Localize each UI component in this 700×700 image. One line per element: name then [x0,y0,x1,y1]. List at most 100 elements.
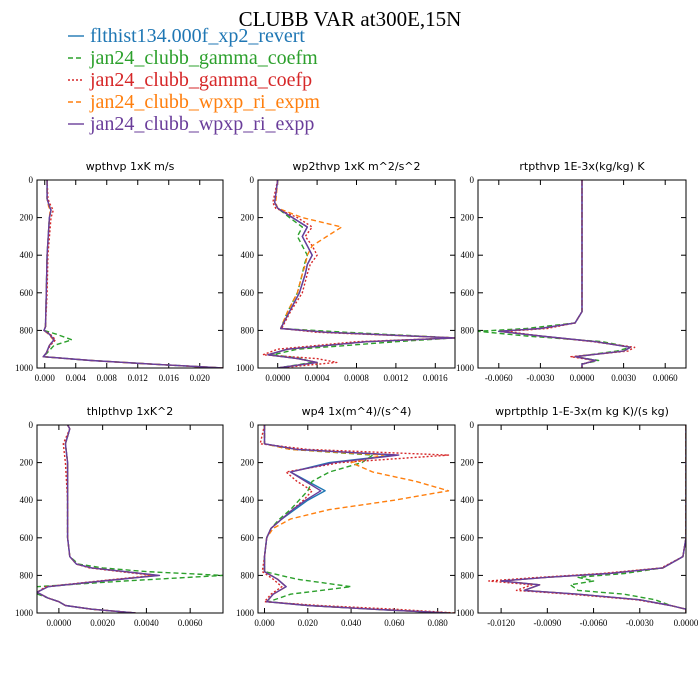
legend-label: jan24_clubb_wpxp_ri_expm [89,91,320,113]
series-line [263,425,449,613]
y-tick-label: 600 [241,533,255,543]
panel-frame [257,179,456,369]
y-tick-label: 400 [20,250,34,260]
x-tick-label: 0.080 [428,618,449,628]
series-line [505,180,636,368]
panel-frame [36,179,224,369]
x-tick-label: 0.0012 [384,373,409,383]
legend-label: jan24_clubb_wpxp_ri_expp [89,113,314,135]
panel-title: thlpthvp 1xK^2 [87,405,174,418]
panel-frame [257,424,456,614]
series-line [37,425,154,613]
series-line [569,425,686,613]
series-line [488,425,686,613]
y-tick-label: 400 [241,250,255,260]
y-tick-label: 0 [29,175,34,185]
series-line [262,180,455,368]
panel-title: wpthvp 1xK m/s [86,160,175,173]
x-tick-label: 0.0020 [90,618,115,628]
panel-4: thlpthvp 1xK^2 0 200 400 600 800 1000 0.0000 0.0… [15,405,224,628]
x-tick-label: -0.0060 [580,618,608,628]
y-tick-label: 600 [461,288,475,298]
x-tick-label: 0.040 [341,618,362,628]
series-group [42,180,223,368]
legend-label: jan24_clubb_gamma_coefm [89,47,318,69]
panel-title: wp4 1x(m^4)/(s^4) [302,405,412,418]
y-tick-label: 400 [20,495,34,505]
x-tick-label: 0.0000 [570,373,595,383]
y-tick-label: 0 [250,420,255,430]
series-group [262,180,455,368]
series-group [259,425,455,613]
x-tick-label: 0.0000 [265,373,290,383]
x-tick-label: 0.012 [128,373,148,383]
legend-label: jan24_clubb_gamma_coefp [89,69,312,91]
y-tick-label: 200 [461,213,475,223]
x-tick-label: 0.000 [35,373,56,383]
y-tick-label: 1000 [15,608,34,618]
x-tick-label: 0.0000 [47,618,72,628]
y-tick-label: 200 [20,213,34,223]
x-tick-label: -0.0060 [485,373,513,383]
series-line [37,425,223,613]
y-tick-label: 1000 [456,608,475,618]
legend-label: flthist134.000f_xp2_revert [90,25,305,47]
figure-title: CLUBB VAR at300E,15N [239,7,462,31]
panel-frame [477,179,687,369]
y-tick-label: 200 [20,458,34,468]
y-tick-label: 400 [241,495,255,505]
series-line [272,180,455,368]
y-tick-label: 800 [241,570,255,580]
series-group [488,425,686,613]
x-tick-label: 0.0060 [178,618,203,628]
x-tick-label: 0.020 [190,373,211,383]
y-tick-label: 200 [241,213,255,223]
panel-2: wp2thvp 1xK m^2/s^2 0 200 400 600 800 1000 0.00… [236,160,456,383]
y-tick-label: 600 [241,288,255,298]
y-tick-label: 600 [20,288,34,298]
x-tick-label: -0.0090 [533,618,561,628]
x-tick-label: 0.060 [384,618,405,628]
y-tick-label: 600 [461,533,475,543]
x-tick-label: 0.020 [298,618,319,628]
y-tick-label: 0 [470,420,475,430]
series-line [500,425,686,613]
x-tick-label: 0.0016 [423,373,448,383]
series-line [37,425,159,613]
y-tick-label: 200 [461,458,475,468]
y-tick-label: 400 [461,250,475,260]
series-group [478,180,636,368]
y-tick-label: 0 [250,175,255,185]
x-tick-label: -0.0030 [626,618,654,628]
series-line [498,180,632,368]
x-tick-label: -0.0120 [487,618,515,628]
x-tick-label: 0.0060 [653,373,678,383]
y-tick-label: 0 [29,420,34,430]
y-tick-label: 800 [461,325,475,335]
series-line [37,425,159,613]
panel-frame [36,424,224,614]
series-line [478,180,632,368]
panel-title: wprtpthlp 1-E-3x(m kg K)/(s kg) [495,405,669,418]
y-tick-label: 1000 [236,608,255,618]
series-line [263,425,449,613]
y-tick-label: 600 [20,533,34,543]
y-tick-label: 800 [20,325,34,335]
x-tick-label: 0.008 [97,373,118,383]
series-group [37,425,223,613]
series-line [498,180,632,368]
y-tick-label: 800 [20,570,34,580]
series-line [42,180,223,368]
y-tick-label: 1000 [15,363,34,373]
panel-6: wprtpthlp 1-E-3x(m kg K)/(s kg) 0 200 400 60… [456,405,699,628]
series-line [42,180,223,368]
x-tick-label: 0.016 [159,373,180,383]
y-tick-label: 800 [241,325,255,335]
y-tick-label: 200 [241,458,255,468]
x-tick-label: 0.0040 [134,618,159,628]
panel-title: wp2thvp 1xK m^2/s^2 [292,160,420,173]
